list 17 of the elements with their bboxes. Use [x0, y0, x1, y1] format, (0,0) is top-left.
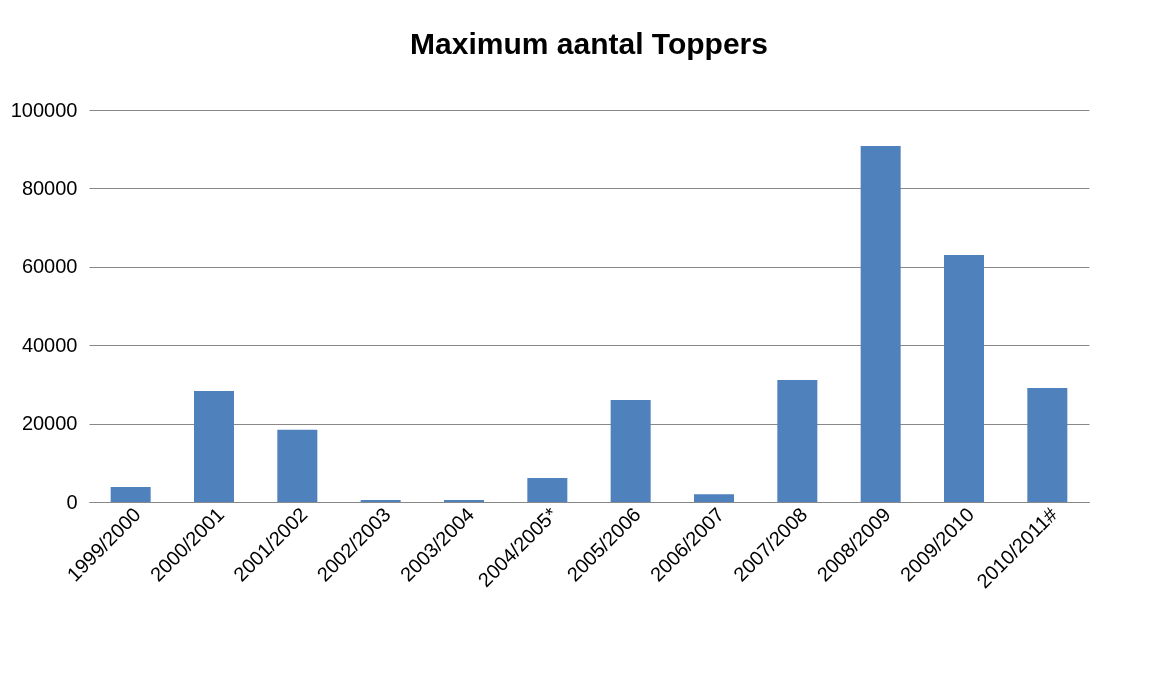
bar	[944, 255, 984, 502]
bar	[277, 429, 318, 502]
y-tick-label: 40000	[21, 333, 78, 356]
bar	[777, 380, 818, 502]
y-tick-label: 100000	[10, 98, 78, 121]
bar	[860, 146, 901, 502]
y-tick-label: 20000	[21, 412, 78, 435]
bar	[694, 494, 734, 502]
bar	[610, 400, 651, 502]
bar	[1027, 387, 1068, 502]
bar	[194, 391, 234, 502]
bar	[527, 478, 568, 502]
y-tick-label: 60000	[21, 255, 78, 278]
chart-title: Maximum aantal Toppers	[410, 27, 768, 60]
y-tick-label: 0	[66, 490, 78, 513]
y-tick-label: 80000	[21, 176, 78, 199]
bar	[110, 487, 151, 502]
